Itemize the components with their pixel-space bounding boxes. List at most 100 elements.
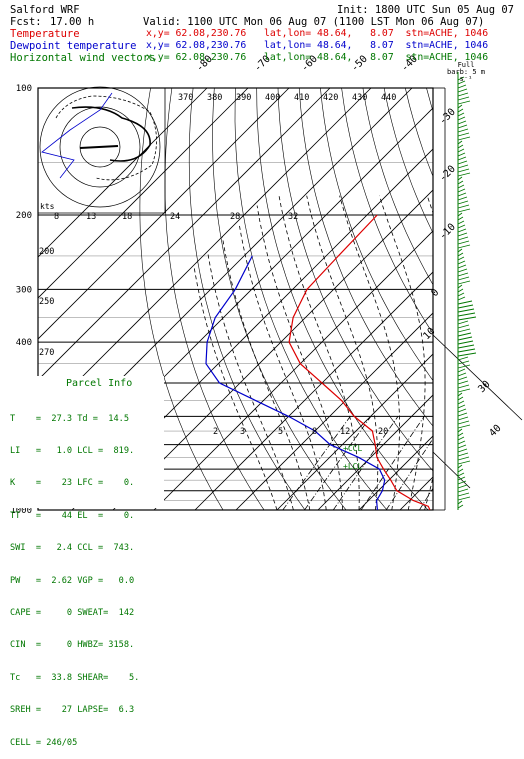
forecast-label: Fcst: [10, 16, 42, 28]
moist-adiabat-line [425, 196, 456, 510]
wind-barb [458, 457, 469, 460]
wind-barb [458, 377, 467, 380]
ccl-label: +CCL [343, 444, 362, 453]
wind-barb [458, 169, 469, 172]
wind-barb [458, 145, 463, 148]
wind-barb [458, 117, 465, 120]
wind-barb [458, 205, 469, 208]
mixing-ratio-label: 5 [278, 427, 283, 437]
wind-barb [458, 305, 473, 308]
parcel-row: K = 23 LFC = 0. [10, 478, 139, 489]
wind-barb [458, 309, 474, 312]
theta-label: 430 [352, 93, 367, 103]
wind-barb [458, 241, 469, 244]
wind-barb [458, 185, 464, 188]
wind-barb [458, 177, 462, 180]
wind-barb [458, 149, 464, 152]
wind-barb [458, 493, 469, 496]
wind-barb [458, 281, 470, 284]
dry-adiabat-line [405, 88, 524, 510]
theta-label: 440 [381, 93, 396, 103]
isotherm-label: 40 [487, 423, 503, 439]
wind-barb [458, 325, 469, 328]
wind-barb [458, 321, 468, 324]
wind-barb [458, 313, 475, 316]
mixing-ratio-label: 20 [378, 427, 388, 437]
wind-barb [458, 93, 468, 96]
wind-barb [458, 85, 466, 88]
isotherm-line [277, 88, 524, 510]
wind-barb [458, 381, 468, 384]
wind-barb [458, 249, 462, 252]
wind-barb [458, 181, 463, 184]
wind-barb [458, 173, 470, 176]
edge-line [433, 452, 470, 488]
height-label: 270 [39, 348, 54, 358]
wind-barb [458, 333, 471, 336]
theta-label: 410 [294, 93, 309, 103]
wind-barb [458, 329, 470, 332]
forecast-hours: 17.00 h [50, 16, 94, 28]
wind-barb [458, 409, 466, 412]
pressure-label: 400 [16, 338, 32, 348]
dry-adiabat-line [511, 88, 524, 510]
dry-adiabat-line [384, 88, 524, 510]
wind-barb [458, 221, 464, 224]
wind-barb [458, 105, 462, 108]
mixing-ratio-label: 32 [288, 212, 298, 222]
wind-barb [458, 133, 469, 136]
pressure-label: 100 [16, 84, 32, 94]
wind-barb [458, 197, 467, 200]
parcel-row: CELL = 246/05 [10, 738, 139, 749]
wind-barb [458, 229, 466, 232]
wind-barb [458, 341, 473, 344]
wind-barb [458, 385, 469, 388]
dewpoint-legend-label: Dewpoint temperature [10, 40, 136, 52]
wind-barb [458, 225, 465, 228]
mixing-ratio-line [386, 416, 448, 510]
wind-barb [458, 429, 462, 432]
isotherm-label: -30 [437, 107, 458, 128]
temperature-legend-info: x,y= 62.08,230.76 lat,lon= 48.64, 8.07 s… [146, 28, 488, 40]
wind-barb [458, 285, 462, 288]
wind-barb [458, 245, 470, 248]
dry-adiabat-line [165, 88, 264, 510]
wind-barb [458, 445, 466, 448]
wind-barb [458, 505, 463, 508]
hodograph-trace [72, 107, 150, 161]
parcel-row: SWI = 2.4 CCL = 743. [10, 543, 139, 554]
wind-barb [458, 257, 464, 260]
wind-barb [458, 301, 472, 304]
dry-adiabat-line [189, 88, 305, 510]
isotherm-line [441, 88, 524, 510]
mixing-ratio-label: 8 [312, 427, 317, 437]
dry-adiabat-line [363, 88, 524, 510]
dry-adiabat-line [213, 88, 347, 510]
wind-barb [458, 349, 475, 352]
wind-barb [458, 393, 462, 396]
wind-barb [458, 461, 470, 464]
wind-barb [458, 89, 467, 92]
dewpoint-legend-info: x,y= 62.08,230.76 lat,lon= 48.64, 8.07 s… [146, 40, 488, 52]
wind-barb [458, 357, 468, 360]
mixing-ratio-label: 2 [213, 427, 218, 437]
isotherm-line [482, 88, 524, 510]
dry-adiabat-line [469, 88, 524, 510]
wind-barb [458, 317, 476, 320]
kts-label: kts [40, 202, 55, 211]
mixing-ratio-label: 18 [122, 212, 132, 222]
parcel-row: PW = 2.62 VGP = 0.0 [10, 576, 139, 587]
hodograph-blue-trace [42, 93, 112, 178]
wind-barb [458, 413, 467, 416]
wind-barb [458, 193, 466, 196]
wind-barb [458, 369, 465, 372]
isotherm-label: -10 [437, 222, 458, 243]
moist-adiabat-line [379, 196, 425, 510]
wind-barb [458, 501, 462, 504]
isotherm-line [359, 88, 524, 510]
mixing-ratio-line [361, 416, 424, 510]
theta-label: 380 [207, 93, 222, 103]
wind-barb [458, 101, 470, 104]
valid-time: Valid: 1100 UTC Mon 06 Aug 07 (1100 LST … [143, 16, 484, 28]
wind-barb [458, 361, 469, 364]
